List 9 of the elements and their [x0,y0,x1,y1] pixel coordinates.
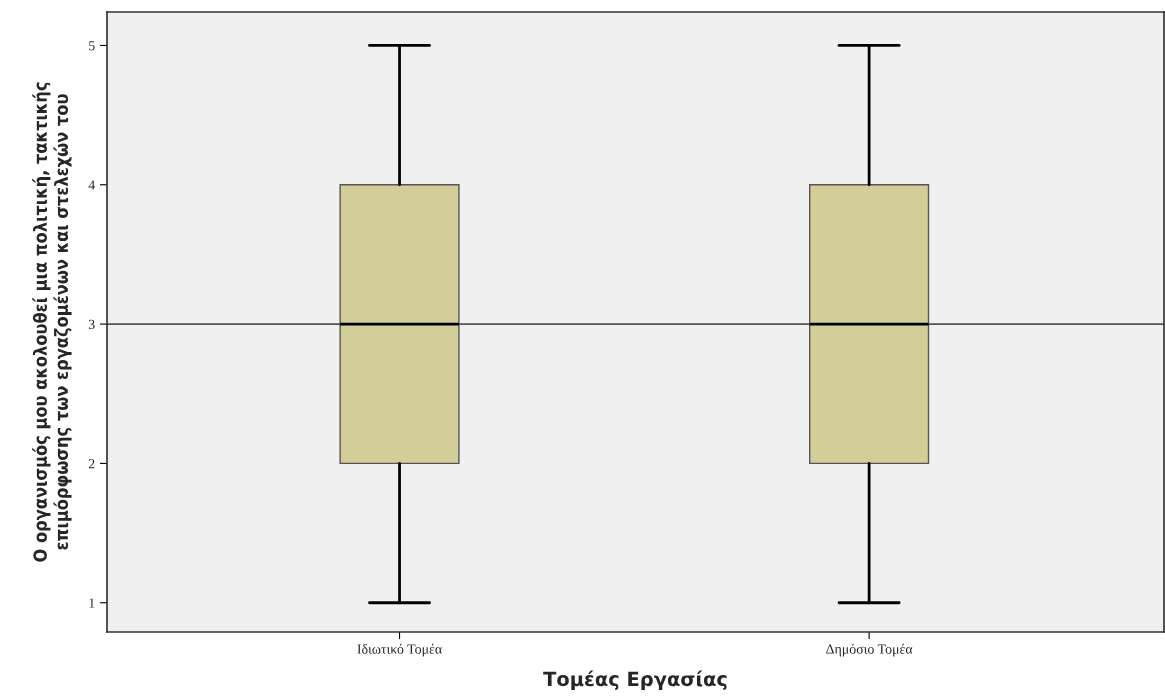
y-tick-label: 5 [89,41,95,51]
x-tick-label: Ιδιωτικό Τομέα [357,643,442,657]
y-tick-label: 3 [88,319,95,330]
x-axis-title: Τομέας Εργασίας [543,670,727,691]
y-tick-label: 2 [88,459,95,469]
y-tick-label: 4 [88,180,95,190]
y-tick-label: 1 [89,598,95,608]
x-tick-label: Δημόσιο Τομέα [826,643,913,657]
y-axis-title: Ο οργανισμός μου ακολουθεί μια πολιτική, τακτικής επιμόρφωσης των εργαζομένων και στελεχών του [32,82,72,562]
